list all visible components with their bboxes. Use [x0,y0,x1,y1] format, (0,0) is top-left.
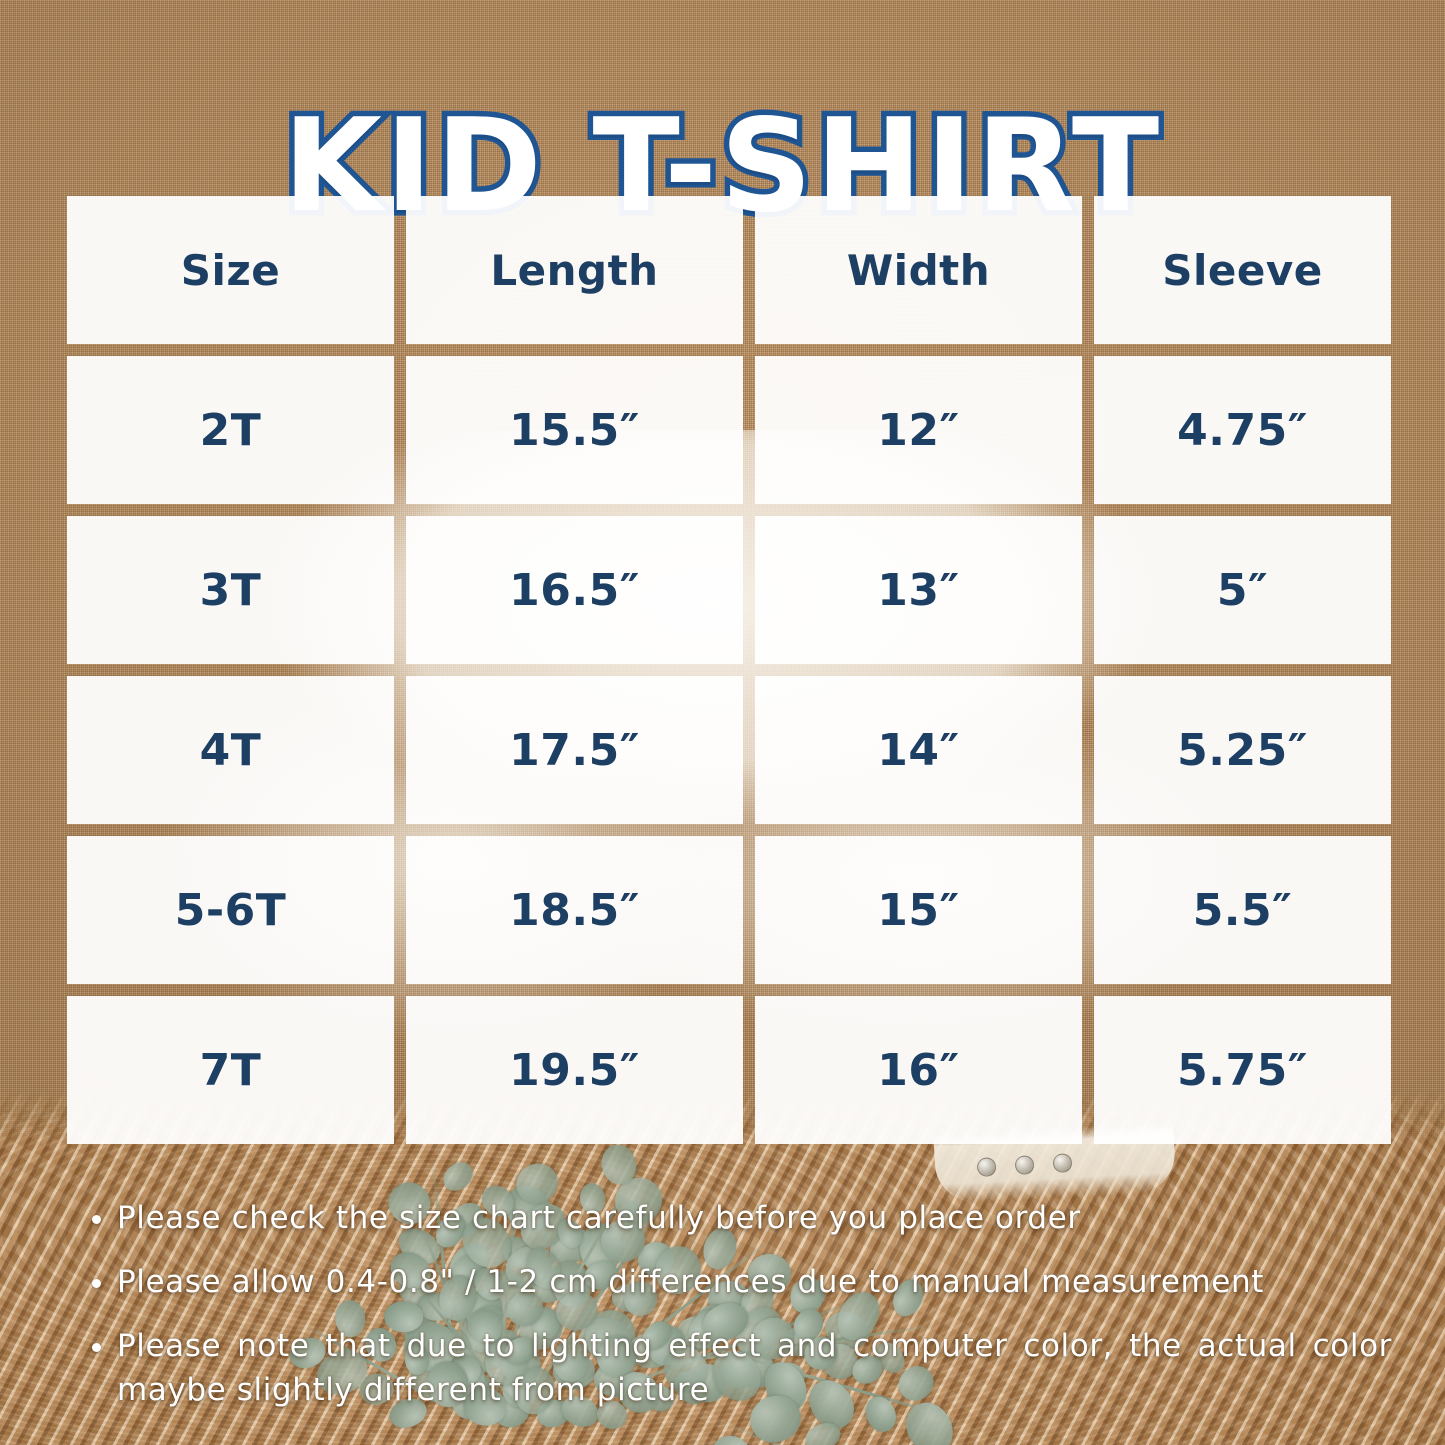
column-header-length: Length [406,196,743,344]
cell-size: 2T [67,356,394,504]
cell-width: 15″ [755,836,1082,984]
cell-width: 16″ [755,996,1082,1144]
note-text: Please check the size chart carefully be… [117,1200,1081,1236]
cell-sleeve: 5.5″ [1094,836,1391,984]
table-header-row: Size Length Width Sleeve [67,196,1391,344]
note-item: Please allow 0.4-0.8" / 1-2 cm differenc… [92,1260,1392,1304]
table-row: 3T 16.5″ 13″ 5″ [67,516,1391,664]
cell-sleeve: 5.25″ [1094,676,1391,824]
table-row: 7T 19.5″ 16″ 5.75″ [67,996,1391,1144]
bullet-icon [92,1279,101,1289]
size-chart-table: Size Length Width Sleeve 2T 15.5″ 12″ 4.75″ 3T 16… [67,196,1391,1144]
snap-button-icon [1052,1153,1073,1174]
cell-length: 18.5″ [406,836,743,984]
cell-size: 5-6T [67,836,394,984]
cell-size: 3T [67,516,394,664]
cell-width: 14″ [755,676,1082,824]
cell-sleeve: 5″ [1094,516,1391,664]
cell-width: 13″ [755,516,1082,664]
cell-sleeve: 4.75″ [1094,356,1391,504]
cell-length: 19.5″ [406,996,743,1144]
note-item: Please note that due to lighting effect … [92,1324,1392,1412]
cell-length: 16.5″ [406,516,743,664]
eucalyptus-leaf [438,1155,479,1196]
cell-length: 17.5″ [406,676,743,824]
table-row: 5-6T 18.5″ 15″ 5.5″ [67,836,1391,984]
bullet-icon [92,1215,101,1224]
note-item: Please check the size chart carefully be… [92,1196,1392,1240]
cell-width: 12″ [755,356,1082,504]
table-row: 4T 17.5″ 14″ 5.25″ [67,676,1391,824]
cell-size: 7T [67,996,394,1144]
cell-length: 15.5″ [406,356,743,504]
table-row: 2T 15.5″ 12″ 4.75″ [67,356,1391,504]
note-text: Please allow 0.4-0.8" / 1-2 cm differenc… [117,1264,1264,1301]
bullet-icon [92,1343,101,1353]
column-header-size: Size [67,196,394,344]
notes-list: Please check the size chart carefully be… [92,1196,1392,1432]
note-text: Please note that due to lighting effect … [117,1328,1392,1409]
cell-sleeve: 5.75″ [1094,996,1391,1144]
cell-size: 4T [67,676,394,824]
column-header-sleeve: Sleeve [1094,196,1391,344]
column-header-width: Width [755,196,1082,344]
